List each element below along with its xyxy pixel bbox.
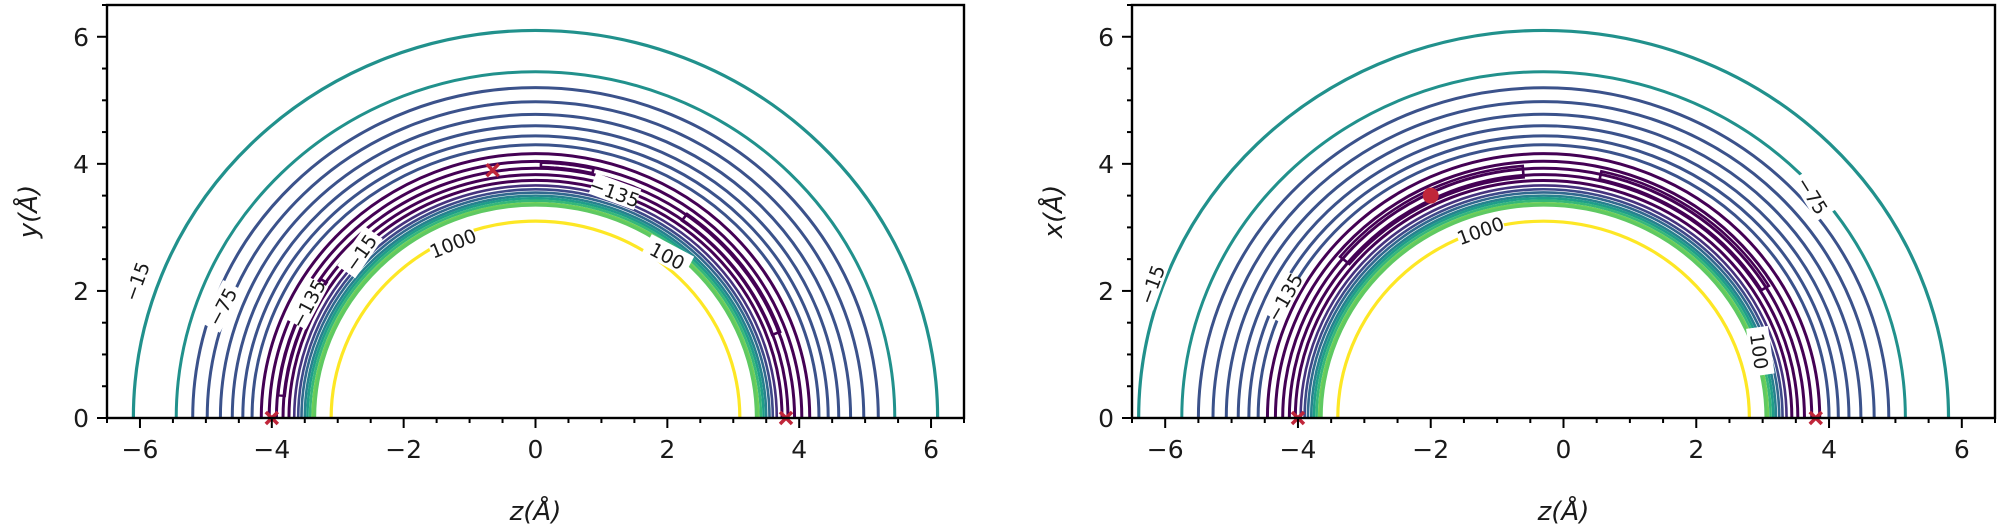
x-tick-label: −4 xyxy=(1280,435,1317,464)
contour-level-13 xyxy=(287,178,784,418)
axes-frame xyxy=(105,3,966,420)
y-tick-label: 6 xyxy=(73,23,89,52)
x-tick-label: −2 xyxy=(1412,435,1449,464)
y-tick-label: 4 xyxy=(1098,150,1114,179)
x-tick-label: 0 xyxy=(528,435,544,464)
contour-wall-6 xyxy=(308,199,763,418)
contour-label: −135 xyxy=(1263,270,1308,326)
x-axis-label: z(Å) xyxy=(1537,495,1590,527)
contour-level-1 xyxy=(131,28,940,418)
contour-repulsive xyxy=(329,219,742,418)
contour-level-2 xyxy=(1180,71,1907,418)
contour-wall-6 xyxy=(1315,199,1772,418)
y-tick-label: 0 xyxy=(73,404,89,433)
contour-level-13 xyxy=(1295,181,1792,418)
x-tick-label: −6 xyxy=(122,435,159,464)
contour-label: −15 xyxy=(120,259,154,304)
y-tick-label: 4 xyxy=(73,150,89,179)
contour-level-4 xyxy=(205,100,866,418)
contour-wall-1 xyxy=(292,184,779,418)
contour-lines xyxy=(131,28,940,418)
contour-wall-3 xyxy=(1306,191,1781,418)
y-axis-label: y(Å) xyxy=(12,185,44,239)
y-tick-label: 0 xyxy=(1098,404,1114,433)
x-tick-label: 4 xyxy=(791,435,807,464)
y-tick-label: 2 xyxy=(1098,277,1114,306)
contour-level-1 xyxy=(1137,29,1951,418)
contour-pocket-right xyxy=(680,212,782,337)
x-tick-label: 0 xyxy=(1556,435,1572,464)
contour-wall-4 xyxy=(1309,194,1778,418)
x-tick-label: 6 xyxy=(923,435,939,464)
contour-level-9 xyxy=(259,152,812,418)
contour-wall-5 xyxy=(306,196,765,418)
contour-level-10 xyxy=(1273,159,1814,418)
contour-level-3 xyxy=(191,86,880,418)
x-tick-label: 6 xyxy=(1954,435,1970,464)
contour-wall-2 xyxy=(296,188,775,418)
contour-level-12 xyxy=(1287,173,1800,418)
contour-level-11 xyxy=(1281,166,1806,418)
contour-level-5 xyxy=(218,112,853,418)
contour-level-4 xyxy=(1211,100,1876,418)
contour-pocket-right xyxy=(1598,169,1771,292)
x-tick-label: −6 xyxy=(1147,435,1184,464)
x-tick-label: 4 xyxy=(1821,435,1837,464)
contour-lines xyxy=(1137,29,1951,418)
contour-pocket-left xyxy=(1338,164,1525,266)
contour-level-2 xyxy=(174,70,897,418)
contour-label: 100 xyxy=(1745,332,1772,371)
contour-wall-5 xyxy=(1312,196,1775,418)
marker-dot-2 xyxy=(1422,187,1439,204)
x-tick-label: 2 xyxy=(659,435,675,464)
contour-wall-outer xyxy=(313,203,758,418)
marker-x-2 xyxy=(485,162,500,178)
x-tick-label: 2 xyxy=(1688,435,1704,464)
contour-wall-outer xyxy=(1321,205,1766,418)
contour-wall-7 xyxy=(1317,202,1770,418)
contour-level-8 xyxy=(250,143,821,418)
axes-ticks xyxy=(97,4,965,428)
x-tick-label: −2 xyxy=(385,435,422,464)
contour-level-9 xyxy=(1265,152,1822,418)
y-tick-label: 6 xyxy=(1098,23,1114,52)
axes-ticks xyxy=(1122,4,1996,428)
contour-level-3 xyxy=(1196,86,1891,418)
contour-level-6 xyxy=(230,124,841,418)
contour-level-7 xyxy=(241,134,830,418)
x-axis-label: z(Å) xyxy=(509,495,562,527)
contour-repulsive xyxy=(1336,219,1751,418)
contour-pocket-top xyxy=(539,161,596,175)
axes-frame xyxy=(1130,3,1997,420)
x-tick-label: −4 xyxy=(253,435,290,464)
contour-wall-7 xyxy=(311,202,760,418)
contour-wall-3 xyxy=(300,191,771,418)
contour-wall-4 xyxy=(303,194,768,418)
contour-level-12 xyxy=(281,173,790,418)
contour-wall-2 xyxy=(1303,188,1784,418)
y-axis-label: x(Å) xyxy=(1037,185,1069,239)
y-tick-label: 2 xyxy=(73,277,89,306)
